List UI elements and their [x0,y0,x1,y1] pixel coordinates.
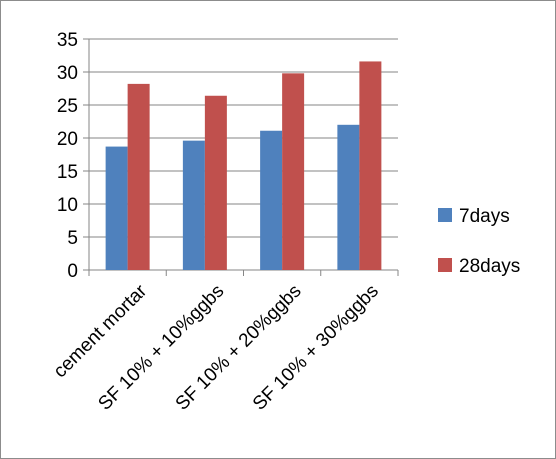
bar-7days-3 [337,124,360,270]
bar-28days-1 [204,95,227,270]
bar-7days-2 [260,130,283,270]
legend-label-28days: 28days [459,256,520,277]
legend-swatch-28days [438,258,452,272]
y-tick-label: 20 [57,129,78,150]
y-tick-label: 35 [57,30,78,51]
y-tick-label: 0 [67,261,78,282]
x-category-label: SF 10% + 10%ggbs [94,281,228,415]
y-tick-label: 15 [57,162,78,183]
legend: 7days 28days [438,206,520,277]
x-category-label: SF 10% + 20%ggbs [172,281,306,415]
y-tick-label: 5 [67,228,78,249]
legend-label-7days: 7days [459,206,510,227]
bar-7days-1 [182,140,205,270]
y-tick-label: 30 [57,63,78,84]
y-tick-label: 10 [57,195,78,216]
y-tick-labels: 0 5 10 15 20 25 30 35 [57,30,78,282]
bars [105,61,382,270]
y-tick-label: 25 [57,96,78,117]
bar-28days-3 [359,61,382,270]
bar-28days-2 [282,73,305,270]
bar-28days-0 [127,83,150,270]
legend-swatch-7days [438,208,452,222]
x-category-label: SF 10% + 30%ggbs [249,281,383,415]
bar-7days-0 [105,146,128,270]
